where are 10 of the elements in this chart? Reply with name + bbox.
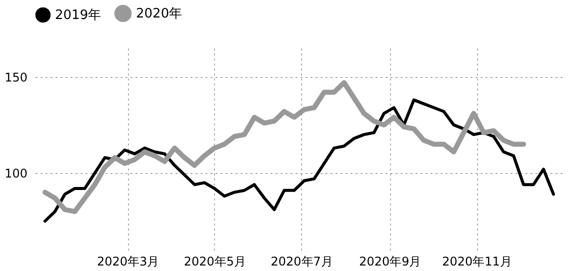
x-tick-label: 2020年9月	[359, 254, 422, 268]
x-tick-label: 2020年5月	[184, 254, 246, 268]
y-tick-label: 100	[4, 166, 28, 181]
x-tick-label: 2020年7月	[270, 254, 333, 268]
x-tick-label: 2020年11月	[442, 254, 512, 268]
legend-label: 2019年	[55, 8, 102, 23]
x-tick-label: 2020年3月	[96, 254, 160, 268]
y-tick-label: 150	[4, 70, 28, 84]
line-series	[43, 98, 555, 223]
legend-label: 2020年	[136, 6, 182, 22]
